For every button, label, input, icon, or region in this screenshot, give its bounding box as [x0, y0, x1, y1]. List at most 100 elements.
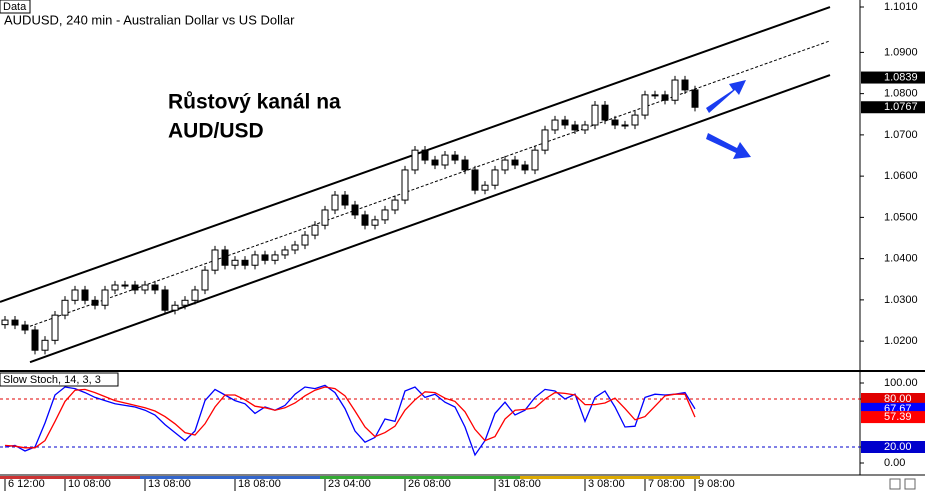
scroll-button[interactable] — [904, 478, 916, 490]
candle-body — [241, 259, 249, 266]
candle-body — [141, 284, 149, 291]
candle-body — [211, 249, 219, 271]
stoch-line — [4, 384, 696, 457]
candle-body — [351, 204, 359, 216]
candle-body — [231, 259, 239, 266]
candle-body — [81, 289, 89, 301]
candle-body — [391, 199, 399, 211]
candle-body — [331, 194, 339, 211]
y-tick-label: 0.00 — [884, 457, 905, 469]
candle-body — [191, 289, 199, 301]
candle-body — [201, 269, 209, 291]
candle-body — [601, 104, 609, 121]
x-tick-label: 10 08:00 — [68, 478, 111, 490]
arrow-down — [706, 133, 751, 159]
candle-body — [661, 94, 669, 101]
candle-body — [651, 94, 659, 97]
session-strip — [320, 476, 520, 479]
level-tag — [861, 441, 925, 453]
candle-body — [11, 319, 19, 326]
candle-body — [471, 169, 479, 191]
x-tick-label: 6 12:00 — [8, 478, 45, 490]
candle-body — [311, 224, 319, 236]
candle-body — [571, 124, 579, 131]
candle-body — [671, 79, 679, 101]
x-tick-label: 31 08:00 — [498, 478, 541, 490]
candle-body — [451, 154, 459, 161]
candle-body — [91, 299, 99, 306]
candle-body — [71, 289, 79, 301]
candle-body — [581, 124, 589, 131]
x-tick-label: 18 08:00 — [238, 478, 281, 490]
candle-body — [271, 254, 279, 261]
candle-body — [321, 209, 329, 226]
candle-body — [221, 249, 229, 266]
price-tag-label: 1.0839 — [884, 71, 918, 83]
candle-body — [131, 284, 139, 291]
y-tick-label: 1.0600 — [884, 170, 918, 182]
candle-body — [521, 164, 529, 171]
chart-title: AUDUSD, 240 min - Australian Dollar vs U… — [4, 12, 295, 27]
value-tag — [861, 411, 925, 424]
candle-body — [501, 159, 509, 171]
candle-body — [381, 209, 389, 221]
indicator-label-box — [0, 372, 119, 387]
candle-body — [121, 284, 129, 287]
y-tick-label: 100.00 — [884, 377, 918, 389]
x-tick-label: 13 08:00 — [148, 478, 191, 490]
candle-body — [431, 159, 439, 166]
y-tick-label: 1.1010 — [884, 1, 918, 13]
value-tag-label: 57.39 — [884, 411, 912, 423]
session-strip — [0, 476, 140, 479]
candle-body — [171, 304, 179, 311]
candle-body — [441, 154, 449, 166]
candle-body — [641, 94, 649, 116]
candle-body — [301, 234, 309, 246]
stoch-line — [4, 386, 696, 449]
candle-body — [551, 119, 559, 131]
indicator-title: Slow Stoch, 14, 3, 3 — [3, 374, 101, 386]
y-tick-label: 1.0400 — [884, 253, 918, 265]
candle-body — [261, 254, 269, 261]
y-tick-label: 1.0300 — [884, 294, 918, 306]
candle-body — [481, 184, 489, 191]
candle-body — [181, 299, 189, 306]
candle-body — [151, 284, 159, 291]
y-tick-label: 1.0900 — [884, 46, 918, 58]
arrow-up — [706, 80, 746, 113]
candle-body — [101, 289, 109, 306]
x-tick-label: 9 08:00 — [698, 478, 735, 490]
y-tick-label: 1.0500 — [884, 211, 918, 223]
candle-body — [631, 114, 639, 126]
candle-body — [561, 119, 569, 126]
annotation: Růstový kanál na — [168, 91, 341, 114]
candle-body — [541, 129, 549, 151]
y-tick-label: 1.0800 — [884, 88, 918, 100]
channel-line — [29, 40, 831, 327]
candle-body — [291, 244, 299, 251]
candle-body — [371, 219, 379, 226]
candle-body — [531, 149, 539, 171]
candle-body — [1, 319, 9, 326]
candle-body — [161, 289, 169, 311]
y-tick-label: 1.0200 — [884, 335, 918, 347]
candle-body — [421, 149, 429, 161]
candle-body — [51, 314, 59, 341]
x-tick-label: 26 08:00 — [408, 478, 451, 490]
scroll-button[interactable] — [889, 478, 901, 490]
candle-body — [621, 124, 629, 127]
candle-body — [491, 169, 499, 186]
candle-body — [591, 104, 599, 126]
x-tick-label: 23 04:00 — [328, 478, 371, 490]
y-tick-label: 80.00 — [884, 393, 912, 405]
x-tick-label: 7 08:00 — [648, 478, 685, 490]
channel-line — [29, 74, 831, 364]
session-strip — [520, 476, 700, 479]
y-tick-label: 1.0700 — [884, 129, 918, 141]
candle-body — [681, 79, 689, 91]
candle-body — [61, 299, 69, 316]
y-tick-label: 20.00 — [884, 441, 912, 453]
